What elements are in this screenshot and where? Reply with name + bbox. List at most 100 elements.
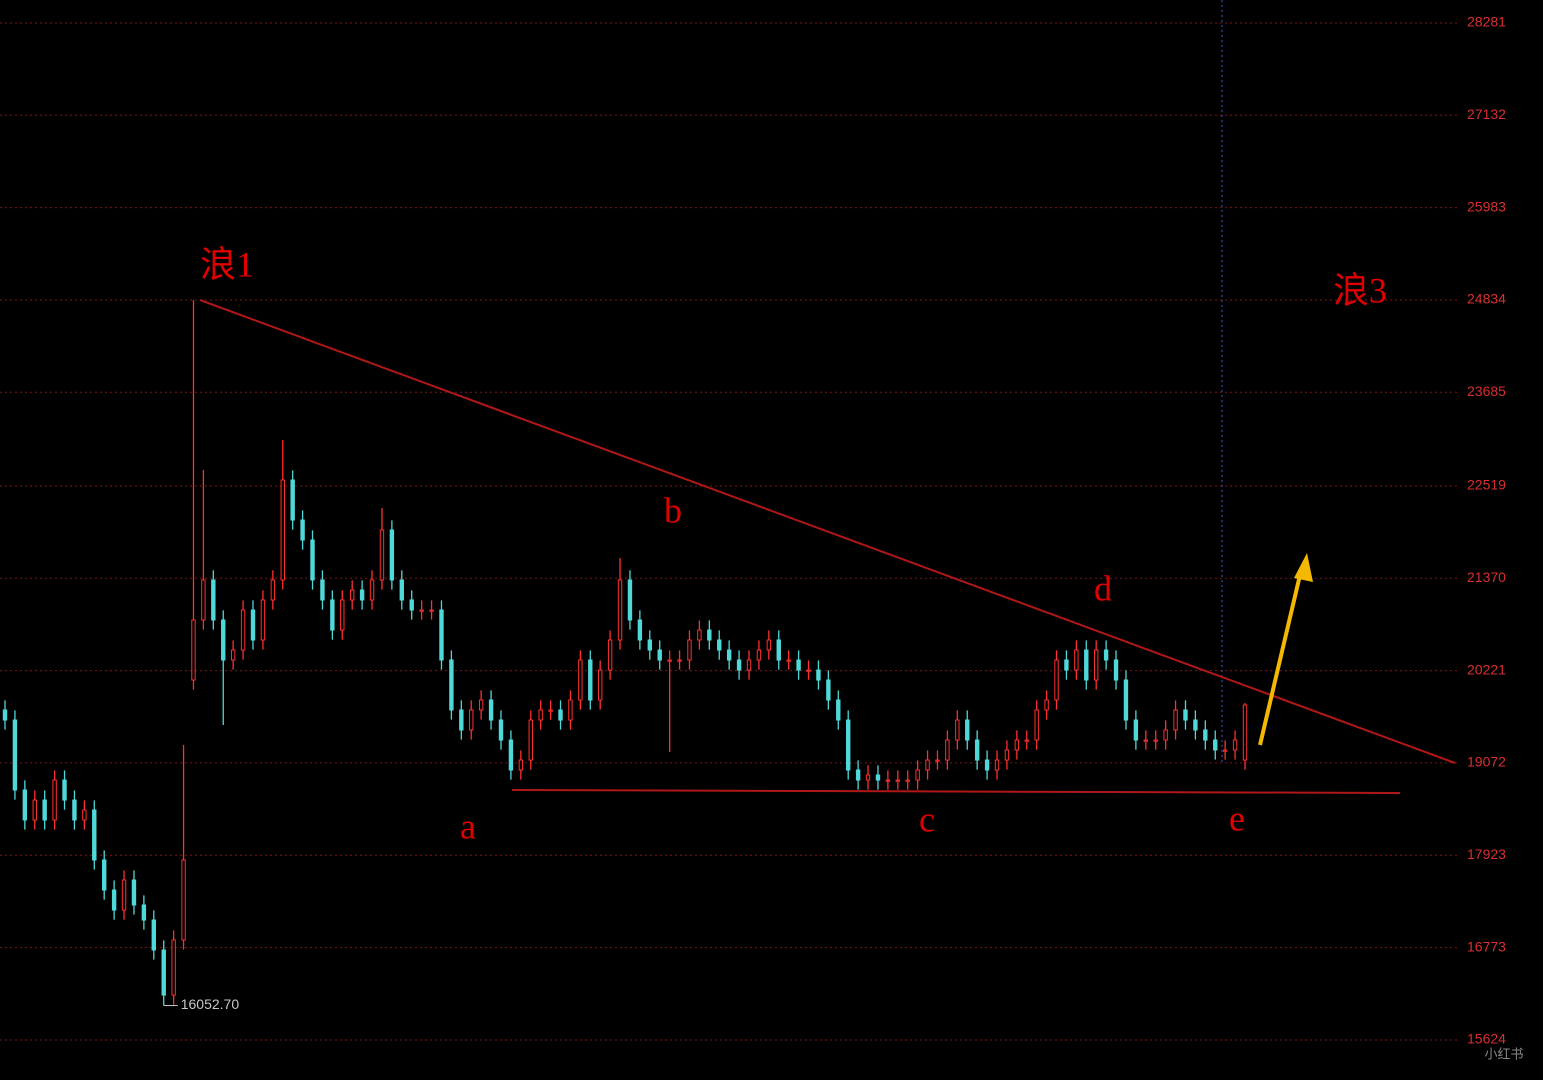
support-line bbox=[511, 789, 1401, 794]
candle-body bbox=[1113, 659, 1119, 681]
candle-body bbox=[260, 599, 266, 641]
candle-body bbox=[607, 639, 613, 671]
candle-body bbox=[409, 599, 414, 611]
candles bbox=[2, 299, 1248, 1006]
candle-body bbox=[359, 589, 365, 601]
wave-label: e bbox=[1229, 798, 1245, 838]
candle-body bbox=[2, 709, 8, 721]
y-tick-label: 27132 bbox=[1467, 106, 1506, 122]
candle-body bbox=[330, 599, 335, 631]
candle-body bbox=[131, 879, 137, 906]
candle-body bbox=[141, 904, 147, 921]
wave-label: c bbox=[919, 799, 935, 839]
candle-body bbox=[1064, 659, 1069, 671]
candle-body bbox=[250, 609, 256, 641]
y-tick-label: 17923 bbox=[1467, 846, 1506, 862]
candle-body bbox=[1044, 699, 1049, 711]
candle-body bbox=[310, 539, 315, 581]
candle-body bbox=[548, 709, 553, 712]
candle-body bbox=[290, 479, 295, 521]
candle-body bbox=[786, 659, 791, 662]
candle-body bbox=[1153, 739, 1158, 742]
candle-body bbox=[102, 859, 107, 891]
candle-body bbox=[1213, 739, 1218, 751]
candle-body bbox=[12, 719, 18, 791]
y-tick-label: 20221 bbox=[1467, 661, 1506, 677]
candle-body bbox=[389, 529, 395, 581]
y-tick-label: 21370 bbox=[1467, 569, 1506, 585]
candle-body bbox=[52, 779, 57, 821]
candle-body bbox=[449, 659, 454, 711]
candle-body bbox=[756, 649, 762, 661]
candle-body bbox=[667, 659, 672, 662]
candle-body bbox=[1133, 719, 1139, 741]
candle-body bbox=[935, 759, 940, 762]
candle-body bbox=[925, 759, 930, 771]
wave-label: 浪3 bbox=[1333, 270, 1387, 310]
candle-body bbox=[240, 609, 246, 651]
candle-body bbox=[1094, 649, 1099, 681]
candle-body bbox=[1232, 739, 1238, 751]
candle-body bbox=[171, 939, 176, 996]
candle-body bbox=[766, 639, 772, 651]
candle-body bbox=[816, 669, 821, 681]
candle-body bbox=[350, 589, 355, 601]
candle-body bbox=[1242, 704, 1248, 761]
candle-body bbox=[984, 759, 990, 771]
wave-label: a bbox=[460, 806, 476, 846]
candle-body bbox=[538, 709, 543, 721]
wave-label: 浪1 bbox=[200, 244, 254, 284]
y-tick-label: 15624 bbox=[1467, 1031, 1506, 1047]
candle-body bbox=[1024, 739, 1029, 742]
candle-body bbox=[1014, 739, 1020, 751]
candle-body bbox=[320, 579, 325, 601]
candle-body bbox=[161, 949, 166, 996]
candle-body bbox=[528, 719, 533, 761]
y-tick-label: 22519 bbox=[1467, 477, 1506, 493]
candle-body bbox=[855, 769, 861, 781]
candle-body bbox=[885, 779, 891, 782]
arrow-head bbox=[1294, 553, 1313, 582]
candle-body bbox=[707, 629, 712, 641]
candle-body bbox=[598, 669, 603, 701]
candle-body bbox=[945, 739, 950, 761]
candle-body bbox=[62, 779, 67, 801]
candle-body bbox=[508, 739, 514, 771]
candle-body bbox=[657, 649, 662, 661]
candle-body bbox=[340, 599, 345, 631]
resistance-line bbox=[199, 299, 1456, 764]
low-label: 16052.70 bbox=[181, 996, 240, 1012]
candle-body bbox=[865, 774, 871, 781]
candle-body bbox=[736, 659, 742, 671]
candle-body bbox=[1193, 719, 1198, 731]
candle-body bbox=[697, 629, 702, 641]
candle-body bbox=[111, 889, 117, 911]
candle-body bbox=[369, 579, 375, 601]
candle-body bbox=[439, 609, 444, 661]
candle-body bbox=[191, 619, 196, 681]
candle-body bbox=[399, 579, 405, 601]
candle-body bbox=[488, 699, 494, 721]
candle-body bbox=[498, 719, 504, 741]
candle-body bbox=[32, 799, 37, 821]
candle-body bbox=[568, 699, 573, 721]
candle-body bbox=[746, 659, 752, 671]
candle-body bbox=[994, 759, 1000, 771]
candle-body bbox=[1074, 649, 1079, 671]
candle-body bbox=[965, 719, 970, 741]
candle-body bbox=[211, 579, 216, 621]
candle-body bbox=[826, 679, 831, 701]
candle-body bbox=[469, 709, 474, 731]
candle-body bbox=[955, 719, 960, 741]
candle-body bbox=[230, 649, 236, 661]
candle-body bbox=[92, 809, 97, 861]
candle-body bbox=[677, 659, 682, 662]
candle-body bbox=[915, 769, 920, 781]
candle-body bbox=[717, 639, 722, 651]
candle-body bbox=[1163, 729, 1168, 741]
candle-body bbox=[905, 779, 910, 782]
candle-body bbox=[1034, 709, 1039, 741]
candle-body bbox=[895, 779, 900, 782]
candle-body bbox=[72, 799, 77, 821]
candle-body bbox=[836, 699, 841, 721]
